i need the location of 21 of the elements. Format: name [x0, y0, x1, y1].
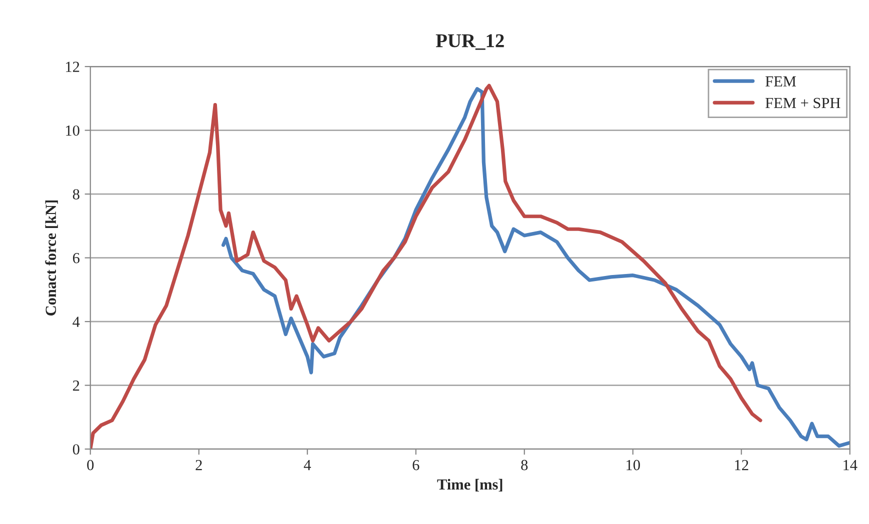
line-series [90, 84, 762, 450]
legend-label: FEM + SPH [765, 98, 840, 108]
x-tick-label: 6 [412, 460, 420, 470]
x-axis-title: Time [ms] [437, 478, 502, 492]
y-tick-label: 0 [72, 444, 80, 455]
x-tick-label: 8 [521, 460, 528, 470]
x-tick-label: 10 [626, 460, 640, 470]
x-tick-label: 0 [87, 460, 94, 470]
y-tick-label: 6 [72, 252, 80, 264]
y-tick-label: 8 [72, 189, 80, 200]
x-tick-label: 12 [735, 460, 748, 470]
y-tick-label: 12 [66, 62, 80, 72]
y-tick-label: 2 [72, 380, 80, 391]
x-tick-label: 4 [304, 460, 311, 470]
legend-label: FEM [765, 76, 796, 86]
x-tick-label: 2 [196, 460, 202, 470]
chart-title: PUR_12 [436, 34, 504, 50]
y-axis-title: Conact force [kN] [45, 200, 58, 316]
y-tick-label: 10 [66, 125, 80, 136]
y-tick-label: 4 [72, 316, 80, 327]
x-tick-label: 14 [844, 460, 858, 470]
